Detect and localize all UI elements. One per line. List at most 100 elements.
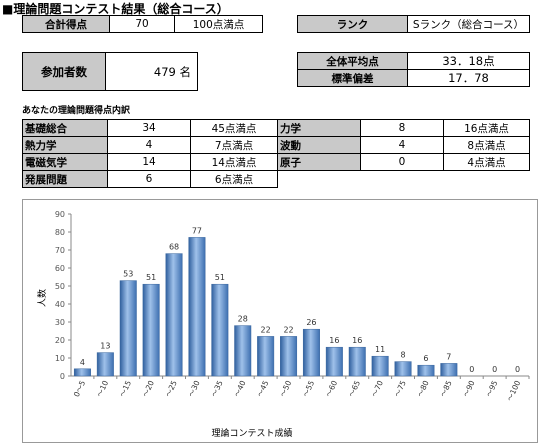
bar (142, 283, 160, 377)
mean-label: 全体平均点 (297, 52, 408, 70)
rank-table: ランク Sランク（総合コース） (297, 15, 530, 33)
bar (440, 363, 458, 377)
breakdown-max: 16点満点 (443, 119, 530, 137)
y-tick-label: 10 (55, 354, 65, 363)
bar (280, 336, 298, 377)
bar (417, 364, 435, 377)
x-tick-label: ～45 (255, 379, 270, 398)
bar (257, 336, 275, 377)
data-label: 4 (80, 358, 85, 367)
data-label: 16 (329, 336, 339, 345)
data-label: 51 (215, 273, 225, 282)
total-score-table: 合計得点 70 100点満点 (22, 15, 263, 33)
x-tick-label: ～75 (393, 379, 408, 398)
bar (348, 346, 366, 377)
breakdown-score: 8 (360, 119, 444, 137)
x-tick-label: ～55 (301, 379, 316, 398)
bar (73, 368, 91, 377)
participants-value: 479 名 (105, 52, 198, 91)
bar (165, 253, 183, 377)
x-tick-label: ～20 (141, 379, 156, 398)
bar (325, 346, 343, 377)
total-score-label: 合計得点 (22, 15, 110, 33)
bar (96, 352, 114, 377)
breakdown-max: 45点満点 (190, 119, 278, 137)
page-title: ■理論問題コンテスト結果（総合コース） (2, 2, 229, 16)
data-label: 16 (352, 336, 362, 345)
breakdown-label: 発展問題 (22, 170, 108, 188)
participants-table: 参加者数 479 名 (22, 52, 198, 91)
y-tick-label: 80 (55, 228, 65, 237)
breakdown-max: 4点満点 (443, 153, 530, 171)
breakdown-score: 34 (107, 119, 191, 137)
breakdown-label: 基礎総合 (22, 119, 108, 137)
x-tick-label: ～50 (278, 379, 293, 398)
x-axis-title: 理論コンテスト成績 (211, 427, 292, 439)
y-tick-label: 30 (55, 318, 65, 327)
bar (234, 325, 252, 377)
data-label: 26 (306, 318, 316, 327)
breakdown-label: 力学 (277, 119, 361, 137)
x-tick-label: ～40 (232, 379, 247, 398)
breakdown-label: 波動 (277, 136, 361, 154)
x-tick-label: ～25 (164, 379, 179, 398)
breakdown-label: 熱力学 (22, 136, 108, 154)
data-label: 0 (515, 365, 520, 374)
x-tick-label: ～60 (324, 379, 339, 398)
breakdown-max: 6点満点 (190, 170, 278, 188)
data-label: 53 (123, 270, 133, 279)
x-tick-label: ～70 (370, 379, 385, 398)
data-label: 8 (401, 351, 406, 360)
rank-label: ランク (297, 15, 408, 33)
rank-value: Sランク（総合コース） (407, 15, 530, 33)
participants-label: 参加者数 (22, 52, 106, 91)
x-tick-label: 0～5 (72, 379, 87, 398)
x-tick-label: ～85 (438, 379, 453, 398)
breakdown-max: 7点満点 (190, 136, 278, 154)
y-tick-label: 50 (55, 282, 65, 291)
data-label: 7 (446, 352, 451, 361)
data-label: 22 (261, 325, 271, 334)
y-tick-label: 60 (55, 264, 65, 273)
bar (211, 283, 229, 377)
y-tick-label: 40 (55, 300, 65, 309)
data-label: 0 (469, 365, 474, 374)
breakdown-table: 基礎総合 34 45点満点 力学 8 16点満点 熱力学 4 7点満点 波動 4… (22, 119, 530, 188)
stddev-label: 標準偏差 (297, 69, 408, 87)
stddev-value: 17．78 (407, 69, 530, 87)
data-label: 13 (100, 342, 110, 351)
y-axis-title: 人数 (36, 289, 48, 307)
total-score-max: 100点満点 (174, 15, 263, 33)
x-tick-label: ～90 (461, 379, 476, 398)
x-tick-label: ～30 (186, 379, 201, 398)
y-tick-label: 0 (60, 372, 65, 381)
x-tick-label: ～35 (209, 379, 224, 398)
breakdown-score: 4 (107, 136, 191, 154)
data-label: 11 (375, 345, 385, 354)
breakdown-label: 原子 (277, 153, 361, 171)
breakdown-max: 8点満点 (443, 136, 530, 154)
breakdown-score: 4 (360, 136, 444, 154)
data-label: 22 (283, 325, 293, 334)
breakdown-score: 6 (107, 170, 191, 188)
y-tick-label: 20 (55, 336, 65, 345)
bar (302, 328, 320, 377)
x-tick-label: ～95 (484, 379, 499, 398)
x-tick-label: ～100 (505, 379, 522, 403)
data-label: 77 (192, 226, 202, 235)
data-label: 6 (423, 354, 428, 363)
x-tick-label: ～15 (118, 379, 133, 398)
data-label: 28 (238, 315, 248, 324)
breakdown-score: 14 (107, 153, 191, 171)
score-distribution-chart: 0 10 20 30 40 50 60 70 80 90 0～5 ～10 ～15 ～20 ～25 ～30 ～35… (22, 199, 538, 443)
bar (394, 361, 412, 377)
y-tick-label: 90 (55, 210, 65, 219)
bar (188, 237, 206, 377)
x-tick-label: ～10 (95, 379, 110, 398)
breakdown-max: 14点満点 (190, 153, 278, 171)
data-label: 68 (169, 243, 179, 252)
breakdown-title: あなたの理論問題得点内訳 (22, 106, 131, 116)
x-tick-label: ～80 (415, 379, 430, 398)
breakdown-score: 0 (360, 153, 444, 171)
